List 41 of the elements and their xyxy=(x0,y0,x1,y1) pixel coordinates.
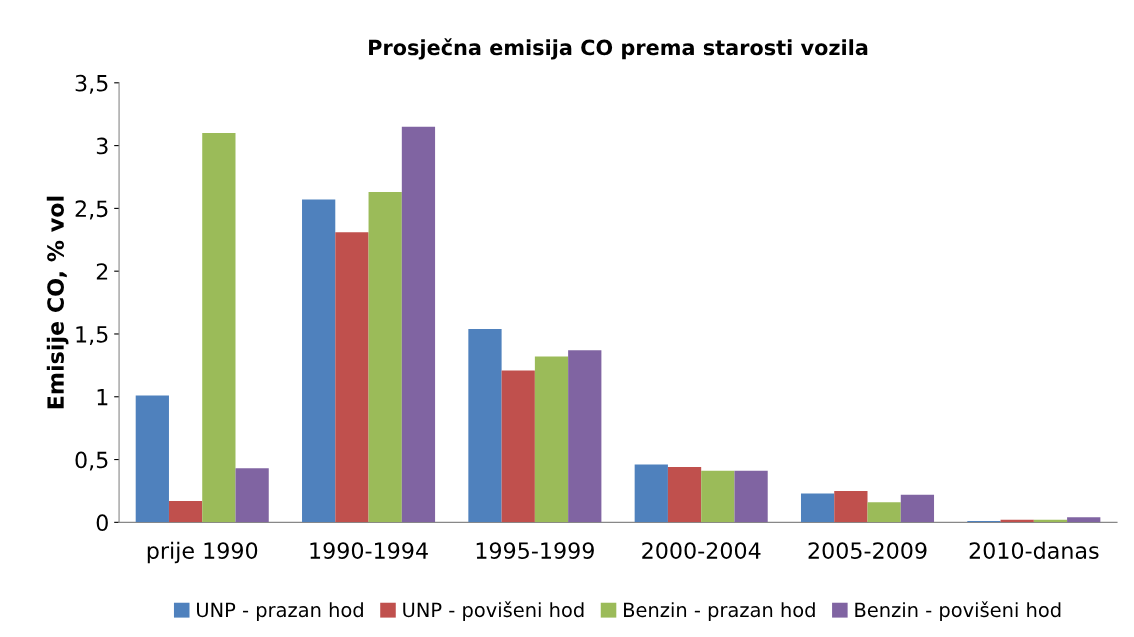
bar xyxy=(867,502,901,523)
y-axis-title: Emisije CO, % vol xyxy=(46,196,69,409)
y-tick-label: 2,5 xyxy=(75,200,108,220)
bar xyxy=(1067,517,1101,523)
bar xyxy=(634,464,668,523)
y-tick-label: 0 xyxy=(96,514,108,532)
bar xyxy=(568,350,602,523)
bar xyxy=(834,490,868,523)
x-tick-label: 2000-2004 xyxy=(642,542,761,559)
legend-label: UNP - prazan hod xyxy=(197,602,363,621)
bar xyxy=(401,126,436,523)
bar xyxy=(168,500,203,523)
x-tick-label: 1990-1994 xyxy=(310,542,428,559)
y-tick-label: 3,5 xyxy=(75,74,108,94)
y-tick-label: 0,5 xyxy=(75,451,108,471)
bar xyxy=(368,192,402,523)
legend-label: Benzin - prazan hod xyxy=(624,602,815,621)
chart-title: Prosječna emisija CO prema starosti vozila xyxy=(369,38,868,60)
bar xyxy=(734,470,768,523)
x-tick-label: 1995-1999 xyxy=(476,542,594,559)
bar xyxy=(701,470,735,523)
y-tick-label: 3 xyxy=(96,137,108,155)
bar xyxy=(135,395,169,523)
y-tick-label: 1,5 xyxy=(76,326,108,345)
bar xyxy=(501,370,535,523)
x-tick-label: 2010-danas xyxy=(969,541,1099,559)
y-tick-label: 1 xyxy=(97,389,108,406)
bar xyxy=(900,494,935,523)
bar xyxy=(235,468,269,523)
x-tick-label: 2005-2009 xyxy=(808,542,927,559)
bar xyxy=(534,356,569,523)
legend-label: UNP - povišeni hod xyxy=(403,601,584,621)
legend-label: Benzin - povišeni hod xyxy=(855,601,1061,621)
bar xyxy=(302,199,336,523)
bar xyxy=(202,133,236,523)
bar xyxy=(800,493,835,523)
x-tick-label: prije 1990 xyxy=(147,541,258,564)
bar xyxy=(667,467,702,523)
y-tick-label: 2 xyxy=(96,263,108,280)
bar xyxy=(335,232,369,523)
bar xyxy=(468,328,502,523)
